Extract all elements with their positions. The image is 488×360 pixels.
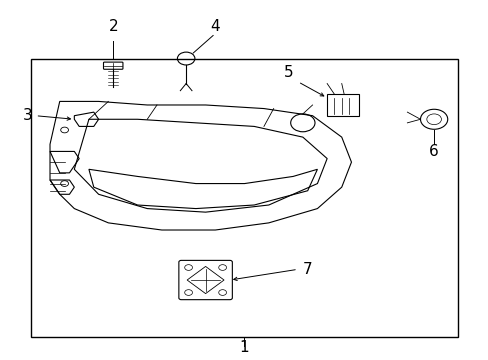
Text: 1: 1 — [239, 340, 249, 355]
Text: 2: 2 — [108, 18, 118, 33]
Text: 6: 6 — [428, 144, 438, 159]
Text: 7: 7 — [302, 262, 312, 277]
Bar — [326, 94, 358, 116]
Text: 3: 3 — [23, 108, 33, 123]
Bar — [30, 59, 458, 337]
Text: 4: 4 — [210, 18, 220, 33]
Text: 5: 5 — [283, 65, 292, 80]
